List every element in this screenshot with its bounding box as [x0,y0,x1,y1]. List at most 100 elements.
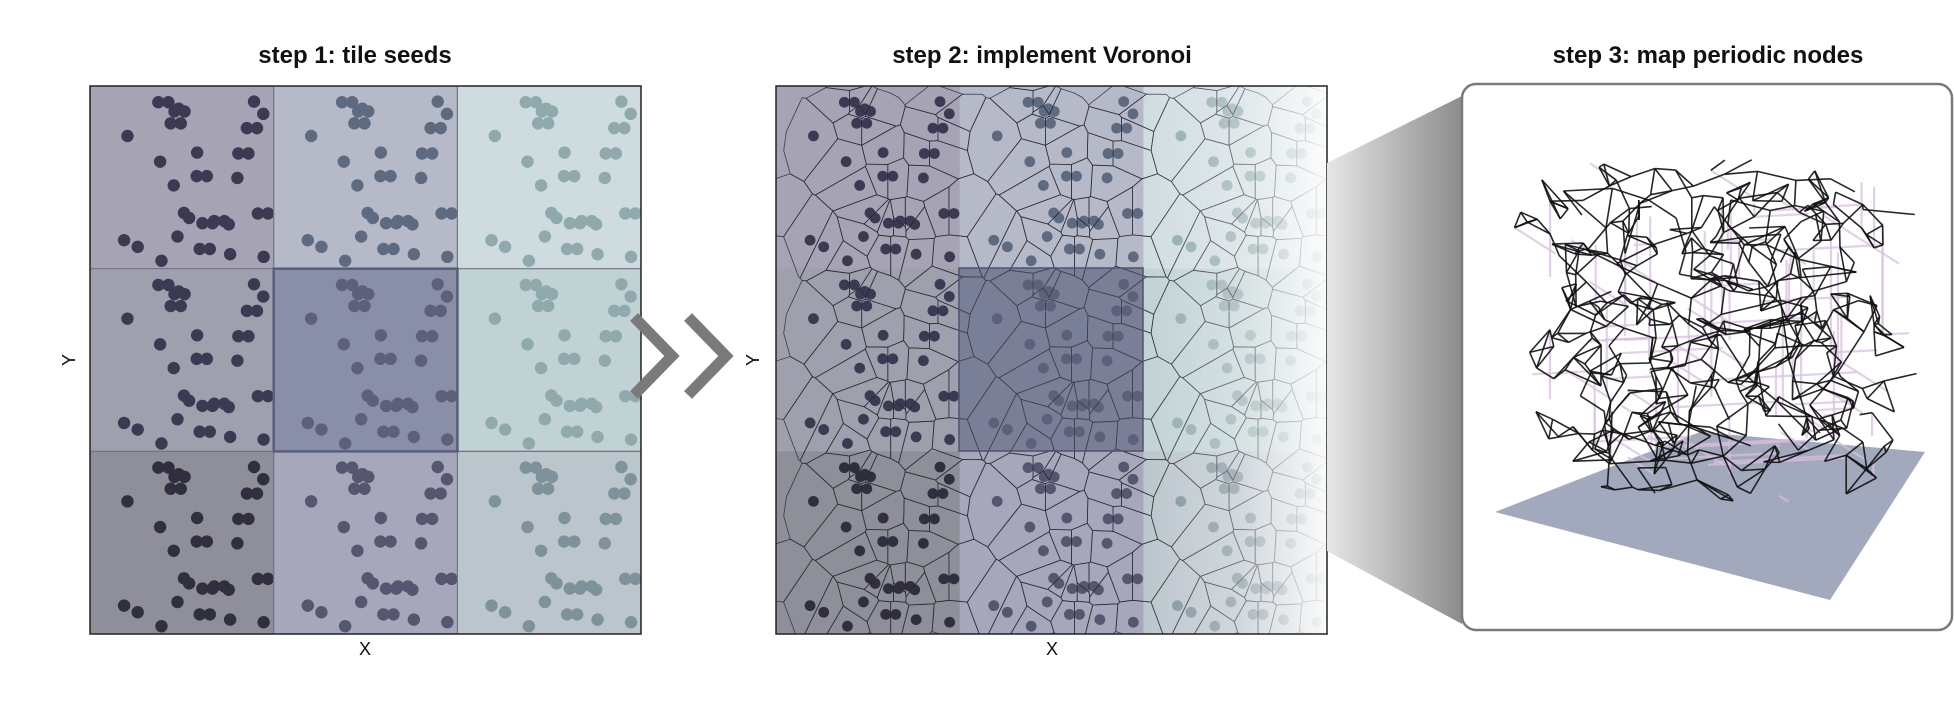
seed-point [877,170,889,182]
seed-point [374,352,387,366]
seed-point [117,599,131,612]
ghost-edge [1662,438,1795,448]
seed-point [121,129,134,143]
seed-point [854,362,866,374]
ghost-edge [1589,281,1629,308]
seed-point [257,616,270,629]
network-edge [1804,197,1829,212]
network-edge [1845,441,1864,456]
network-edge [1536,218,1551,235]
network-edge [1551,336,1569,344]
seed-point [568,169,581,183]
network-edge [1736,468,1766,488]
network-edge [1735,379,1741,392]
seed-point [877,147,889,158]
seed-point [424,304,437,318]
seed-point [208,214,221,228]
seed-point [599,147,612,160]
network-edge [1841,427,1864,443]
network-edge [1842,204,1864,224]
seed-point [988,234,1000,246]
seed-point [190,329,204,342]
seed-point [557,352,571,366]
network-edge [1743,328,1761,347]
seed-point [804,234,816,246]
network-edge [1636,253,1658,267]
network-edge [1594,448,1613,461]
network-edge [1710,254,1725,273]
seed-point [182,394,196,407]
network-edge [1758,395,1772,412]
network-edge [1692,247,1703,254]
seed-point [937,122,949,134]
network-edge [1820,211,1825,242]
seed-point [904,581,916,592]
network-edge [1749,468,1766,494]
network-edge [1609,381,1625,403]
ghost-edge [1780,431,1810,452]
seed-point [550,577,563,590]
network-edge [1609,175,1632,187]
network-edge [1707,334,1721,340]
seed-point [535,470,549,484]
seed-point [435,207,448,220]
network-edge [1558,255,1587,283]
network-edge [1801,271,1857,279]
seed-point [366,211,380,225]
seed-point [415,330,429,343]
seed-point [598,171,611,185]
ghost-edge [1754,212,1809,218]
seed-point [1071,536,1082,547]
network-edge [1716,403,1749,427]
network-edge [1565,250,1580,273]
seed-point [488,495,502,508]
seed-point [155,437,168,450]
network-edge [1727,199,1732,226]
network-edge [1572,356,1602,387]
network-edge [1587,222,1612,250]
seed-point [541,299,555,313]
network-edge [1674,169,1693,199]
voronoi-cell [861,115,898,146]
seed-point [182,211,196,225]
seed-point [591,613,604,626]
seed-point [223,430,237,444]
network-edge [1713,387,1731,421]
seed-point [348,482,361,495]
seed-point [1025,620,1037,632]
seed-point [1094,614,1106,625]
network-edge [1702,313,1722,329]
seed-point [545,287,559,301]
network-edge [1815,309,1835,343]
seed-point [944,434,956,445]
network-edge [1716,425,1747,437]
network-edge [1789,251,1796,274]
seed-point [257,473,270,486]
network-edge [1703,194,1724,199]
seed-point [193,242,206,256]
network-edge [1529,329,1551,353]
network-edge [1612,187,1650,201]
network-edge [1862,441,1868,469]
seed-point [1118,278,1130,290]
seed-point [435,389,448,403]
network-edge [1621,266,1658,285]
seed-point [1041,413,1053,425]
step-1-panel [90,86,641,634]
network-edge [1719,334,1749,378]
seed-point [890,609,902,620]
network-edge [1783,221,1802,240]
network-edge [1630,167,1656,178]
seed-point [808,495,819,507]
seed-point [854,179,866,191]
seed-point [619,207,632,220]
seed-point [374,146,388,159]
network-edge [1549,199,1583,202]
seed-point [387,608,400,621]
network-edge [1777,401,1817,441]
network-edge [1556,309,1572,334]
seed-point [1002,424,1013,435]
seed-point [1122,208,1133,219]
network-edge [1691,229,1711,257]
network-edge [1559,208,1569,220]
